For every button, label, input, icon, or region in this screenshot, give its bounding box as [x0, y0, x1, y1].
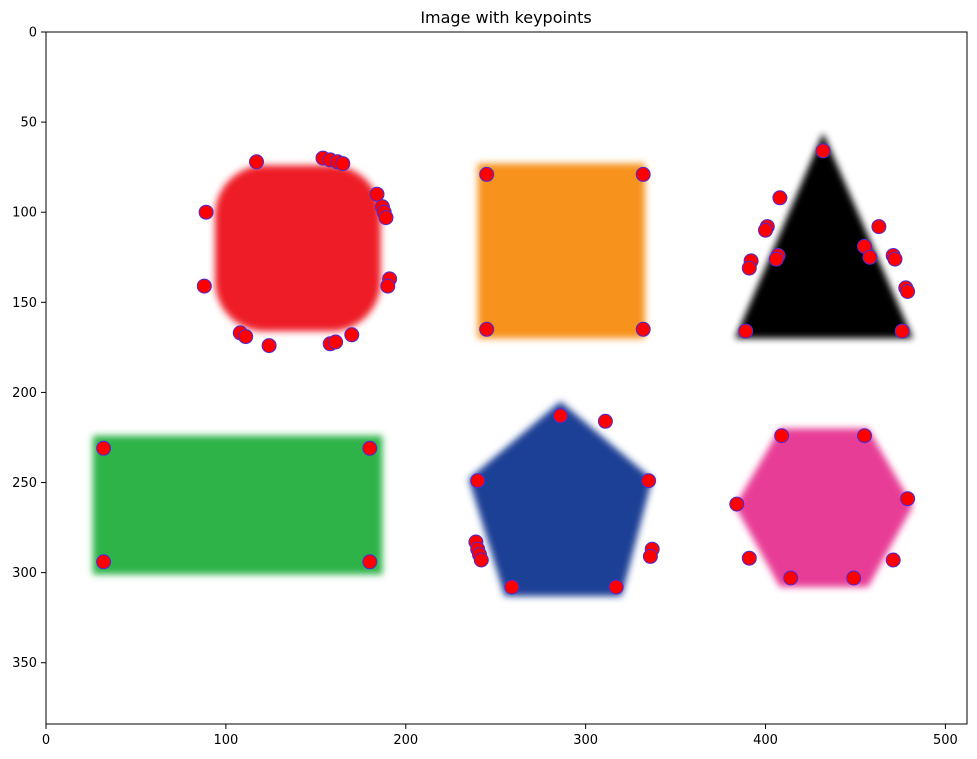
plot-background	[46, 32, 967, 724]
keypoint-marker	[887, 251, 903, 267]
keypoint-marker	[479, 166, 495, 182]
keypoint-marker	[470, 473, 486, 489]
keypoint-marker	[783, 570, 799, 586]
keypoint-marker	[96, 440, 112, 456]
image-shapes-layer	[92, 132, 913, 597]
keypoint-marker	[741, 550, 757, 566]
y-tick-label: 150	[12, 296, 37, 311]
keypoint-marker	[729, 496, 745, 512]
keypoint-marker	[198, 204, 214, 220]
keypoint-marker	[344, 327, 360, 343]
y-tick-label: 100	[12, 206, 37, 221]
keypoint-marker	[885, 552, 901, 568]
keypoint-marker	[894, 323, 910, 339]
keypoint-marker	[473, 552, 489, 568]
keypoint-marker	[335, 156, 351, 172]
plot-area	[45, 31, 968, 725]
keypoint-marker	[369, 186, 385, 202]
image-square	[477, 163, 646, 339]
keypoint-marker	[597, 413, 613, 429]
keypoint-marker	[479, 321, 495, 337]
keypoint-marker	[857, 428, 872, 444]
keypoint-marker	[553, 408, 568, 424]
keypoint-marker	[238, 329, 254, 345]
keypoint-marker	[504, 579, 520, 595]
y-axis: 0 50 100 150 200 250 300 350	[12, 26, 46, 671]
chart-title: Image with keypoints	[420, 8, 591, 27]
image-hexagon	[735, 428, 913, 587]
keypoint-marker	[900, 284, 916, 299]
y-tick-label: 200	[12, 386, 37, 401]
keypoint-marker	[641, 473, 657, 489]
keypoint-markers-layer	[96, 143, 916, 595]
keypoint-marker	[738, 323, 754, 339]
keypoint-marker	[758, 222, 773, 238]
keypoint-marker	[96, 554, 112, 570]
keypoint-marker	[380, 278, 396, 294]
keypoint-marker	[608, 579, 624, 595]
keypoint-marker	[871, 219, 887, 235]
image-pentagon	[468, 401, 653, 597]
keypoint-marker	[642, 548, 658, 564]
x-tick-label: 200	[393, 733, 418, 748]
y-tick-label: 50	[20, 116, 37, 131]
x-axis: 0 100 200 300 400 500	[42, 724, 958, 748]
keypoint-marker	[635, 166, 651, 182]
x-tick-label: 0	[42, 733, 50, 748]
image-rectangle	[92, 435, 383, 575]
keypoint-marker	[862, 249, 878, 265]
image-triangle	[735, 132, 913, 339]
image-rounded-square	[215, 165, 381, 332]
keypoint-marker	[328, 334, 344, 350]
y-tick-label: 250	[12, 476, 37, 491]
keypoint-marker	[846, 570, 862, 586]
keypoint-marker	[774, 428, 790, 444]
keypoint-marker	[378, 210, 394, 226]
x-tick-label: 400	[753, 733, 778, 748]
x-tick-label: 100	[213, 733, 238, 748]
keypoint-marker	[768, 251, 784, 267]
keypoint-marker	[772, 190, 788, 206]
plot-frame	[45, 31, 968, 725]
keypoint-marker	[249, 154, 264, 170]
y-tick-label: 350	[12, 656, 37, 671]
x-tick-label: 500	[933, 733, 958, 748]
keypoint-marker	[362, 440, 378, 456]
x-tick-label: 300	[573, 733, 598, 748]
keypoint-marker	[196, 278, 212, 294]
keypoint-marker	[741, 260, 757, 276]
keypoint-marker	[362, 554, 378, 570]
y-tick-label: 0	[29, 26, 37, 41]
keypoint-marker	[815, 143, 831, 159]
keypoint-marker	[635, 321, 651, 337]
keypoint-marker	[261, 338, 277, 354]
keypoint-marker	[900, 491, 916, 507]
y-tick-label: 300	[12, 566, 37, 581]
